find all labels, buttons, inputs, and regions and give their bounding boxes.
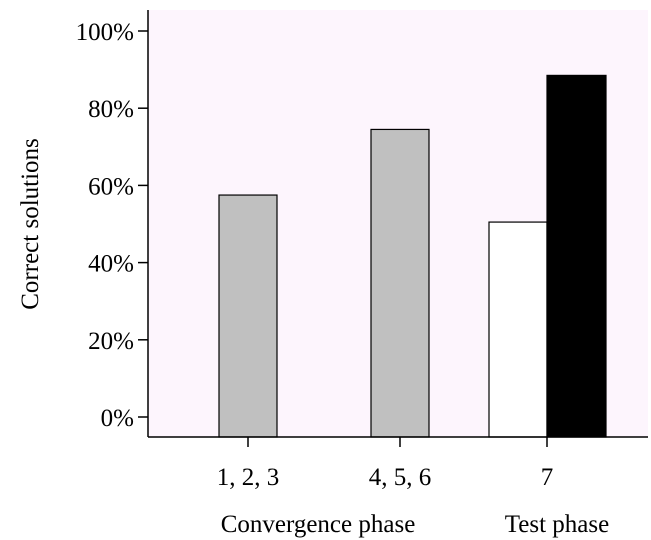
- bar: [218, 194, 278, 438]
- x-tick-label: 1, 2, 3: [217, 464, 280, 491]
- y-tick-label: 60%: [88, 173, 134, 200]
- y-tick-label: 100%: [76, 19, 134, 46]
- y-tick-label: 80%: [88, 96, 134, 123]
- bar: [488, 221, 548, 438]
- test-phase-label: Test phase: [505, 511, 609, 538]
- y-tick-label: 0%: [101, 405, 134, 432]
- convergence-phase-label: Convergence phase: [221, 511, 416, 538]
- bar: [546, 74, 607, 438]
- y-axis-label: Correct solutions: [17, 138, 44, 310]
- x-tick-label: 7: [541, 464, 554, 491]
- y-tick-label: 40%: [88, 251, 134, 278]
- x-tick-label: 4, 5, 6: [369, 464, 432, 491]
- y-tick-label: 20%: [88, 328, 134, 355]
- bar: [370, 128, 430, 438]
